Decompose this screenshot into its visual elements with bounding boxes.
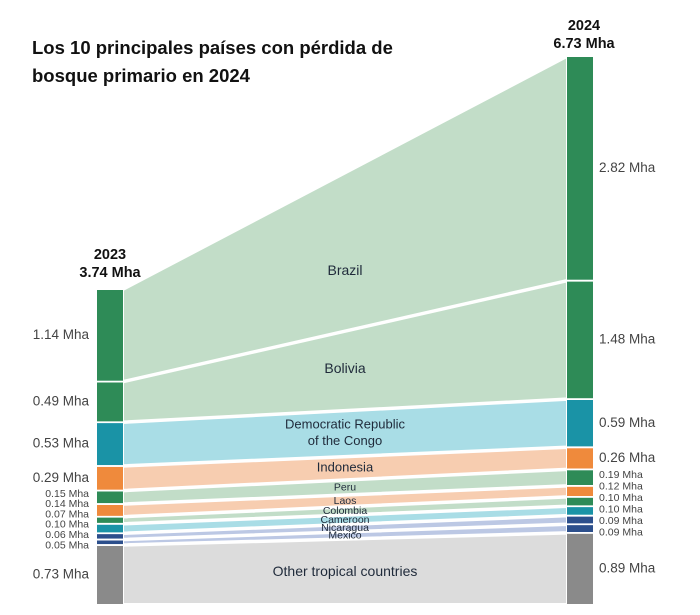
country-label-line: Peru <box>334 481 356 493</box>
value-label-2023-peru: 0.15 Mha <box>45 488 89 500</box>
column-header-2024: 2024 6.73 Mha <box>548 17 620 53</box>
bar-2023-peru <box>97 491 123 504</box>
bar-2023-colombia <box>97 517 123 524</box>
value-label-2023-laos: 0.14 Mha <box>45 498 89 510</box>
chart-title: Los 10 principales países con pérdida de… <box>32 34 452 90</box>
chart-title-line-2: bosque primario en 2024 <box>32 65 250 86</box>
country-label-cameroon: Cameroon <box>320 514 369 526</box>
country-label-other-tropical-countries: Other tropical countries <box>273 563 418 579</box>
value-label-2024-democratic-republic-of-the-congo: 0.59 Mha <box>599 415 656 430</box>
value-label-2024-bolivia: 1.48 Mha <box>599 331 656 346</box>
value-label-2024-colombia: 0.10 Mha <box>599 492 643 504</box>
bar-2023-indonesia <box>97 466 123 490</box>
bar-2023-mexico <box>97 540 123 545</box>
country-label-line: Indonesia <box>317 460 374 475</box>
bar-2023-bolivia <box>97 382 123 422</box>
value-labels: 1.14 Mha 0.49 Mha 0.53 Mha 0.29 Mha 0.15 Mha… <box>33 160 656 581</box>
chart-title-line-1: Los 10 principales países con pérdida de <box>32 37 393 58</box>
bar-2023-other-tropical-countries <box>97 545 123 604</box>
bar-2024-brazil <box>567 57 593 280</box>
country-label-line: Mexico <box>328 529 361 541</box>
bar-2024-bolivia <box>567 281 593 399</box>
node-bars <box>97 57 593 604</box>
bar-2024-nicaragua <box>567 516 593 524</box>
value-label-2023-other-tropical-countries: 0.73 Mha <box>33 566 90 581</box>
country-label-bolivia: Bolivia <box>324 360 365 376</box>
country-label-line: Brazil <box>327 262 362 278</box>
value-label-2023-democratic-republic-of-the-congo: 0.53 Mha <box>33 436 90 451</box>
country-labels: Brazil Bolivia Democratic Republic of the C… <box>273 262 418 579</box>
bar-2024-colombia <box>567 497 593 506</box>
bar-2024-indonesia <box>567 448 593 469</box>
value-label-2024-peru: 0.19 Mha <box>599 469 643 481</box>
bar-2023-nicaragua <box>97 534 123 539</box>
country-label-line: Other tropical countries <box>273 563 418 579</box>
value-label-2023-indonesia: 0.29 Mha <box>33 470 90 485</box>
country-label-indonesia: Indonesia <box>317 460 374 475</box>
bar-2023-brazil <box>97 290 123 381</box>
country-label-brazil: Brazil <box>327 262 362 278</box>
country-label-line: Cameroon <box>320 514 369 526</box>
country-label-mexico: Mexico <box>328 529 361 541</box>
bar-2024-mexico <box>567 525 593 533</box>
country-label-colombia: Colombia <box>323 505 368 517</box>
column-total-2023: 3.74 Mha <box>79 265 141 281</box>
country-label-democratic-republic-of-the-congo: Democratic Republic of the Congo <box>285 417 405 448</box>
column-header-2023: 2023 3.74 Mha <box>78 246 142 282</box>
value-label-2023-mexico: 0.05 Mha <box>45 539 89 551</box>
value-label-2023-bolivia: 0.49 Mha <box>33 393 90 408</box>
value-label-2024-cameroon: 0.10 Mha <box>599 503 643 515</box>
bar-2023-cameroon <box>97 524 123 533</box>
bar-2023-democratic-republic-of-the-congo <box>97 422 123 466</box>
column-year-2024: 2024 <box>567 18 601 34</box>
value-label-2024-brazil: 2.82 Mha <box>599 160 656 175</box>
value-label-2024-nicaragua: 0.09 Mha <box>599 515 643 527</box>
bar-2024-other-tropical-countries <box>567 533 593 604</box>
value-label-2024-other-tropical-countries: 0.89 Mha <box>599 560 656 575</box>
country-label-laos: Laos <box>334 495 357 507</box>
value-label-2023-cameroon: 0.10 Mha <box>45 519 89 531</box>
value-label-2023-nicaragua: 0.06 Mha <box>45 529 89 541</box>
column-year-2023: 2023 <box>93 247 127 263</box>
country-label-line: Laos <box>334 495 357 507</box>
country-label-peru: Peru <box>334 481 356 493</box>
bar-2024-democratic-republic-of-the-congo <box>567 399 593 447</box>
bar-2024-cameroon <box>567 507 593 515</box>
column-total-2024: 6.73 Mha <box>553 36 615 52</box>
country-label-line: Nicaragua <box>321 522 369 534</box>
value-label-2024-mexico: 0.09 Mha <box>599 526 643 538</box>
value-label-2024-indonesia: 0.26 Mha <box>599 450 656 465</box>
bar-2024-peru <box>567 470 593 486</box>
country-label-line: Democratic Republic <box>285 417 405 432</box>
country-label-nicaragua: Nicaragua <box>321 522 369 534</box>
value-label-2023-brazil: 1.14 Mha <box>33 327 90 342</box>
country-label-line: Bolivia <box>324 360 365 376</box>
country-label-line: Colombia <box>323 505 368 517</box>
value-label-2023-colombia: 0.07 Mha <box>45 508 89 520</box>
value-label-2024-laos: 0.12 Mha <box>599 480 643 492</box>
bar-2023-laos <box>97 504 123 516</box>
country-label-line: of the Congo <box>308 433 382 448</box>
bar-2024-laos <box>567 486 593 497</box>
